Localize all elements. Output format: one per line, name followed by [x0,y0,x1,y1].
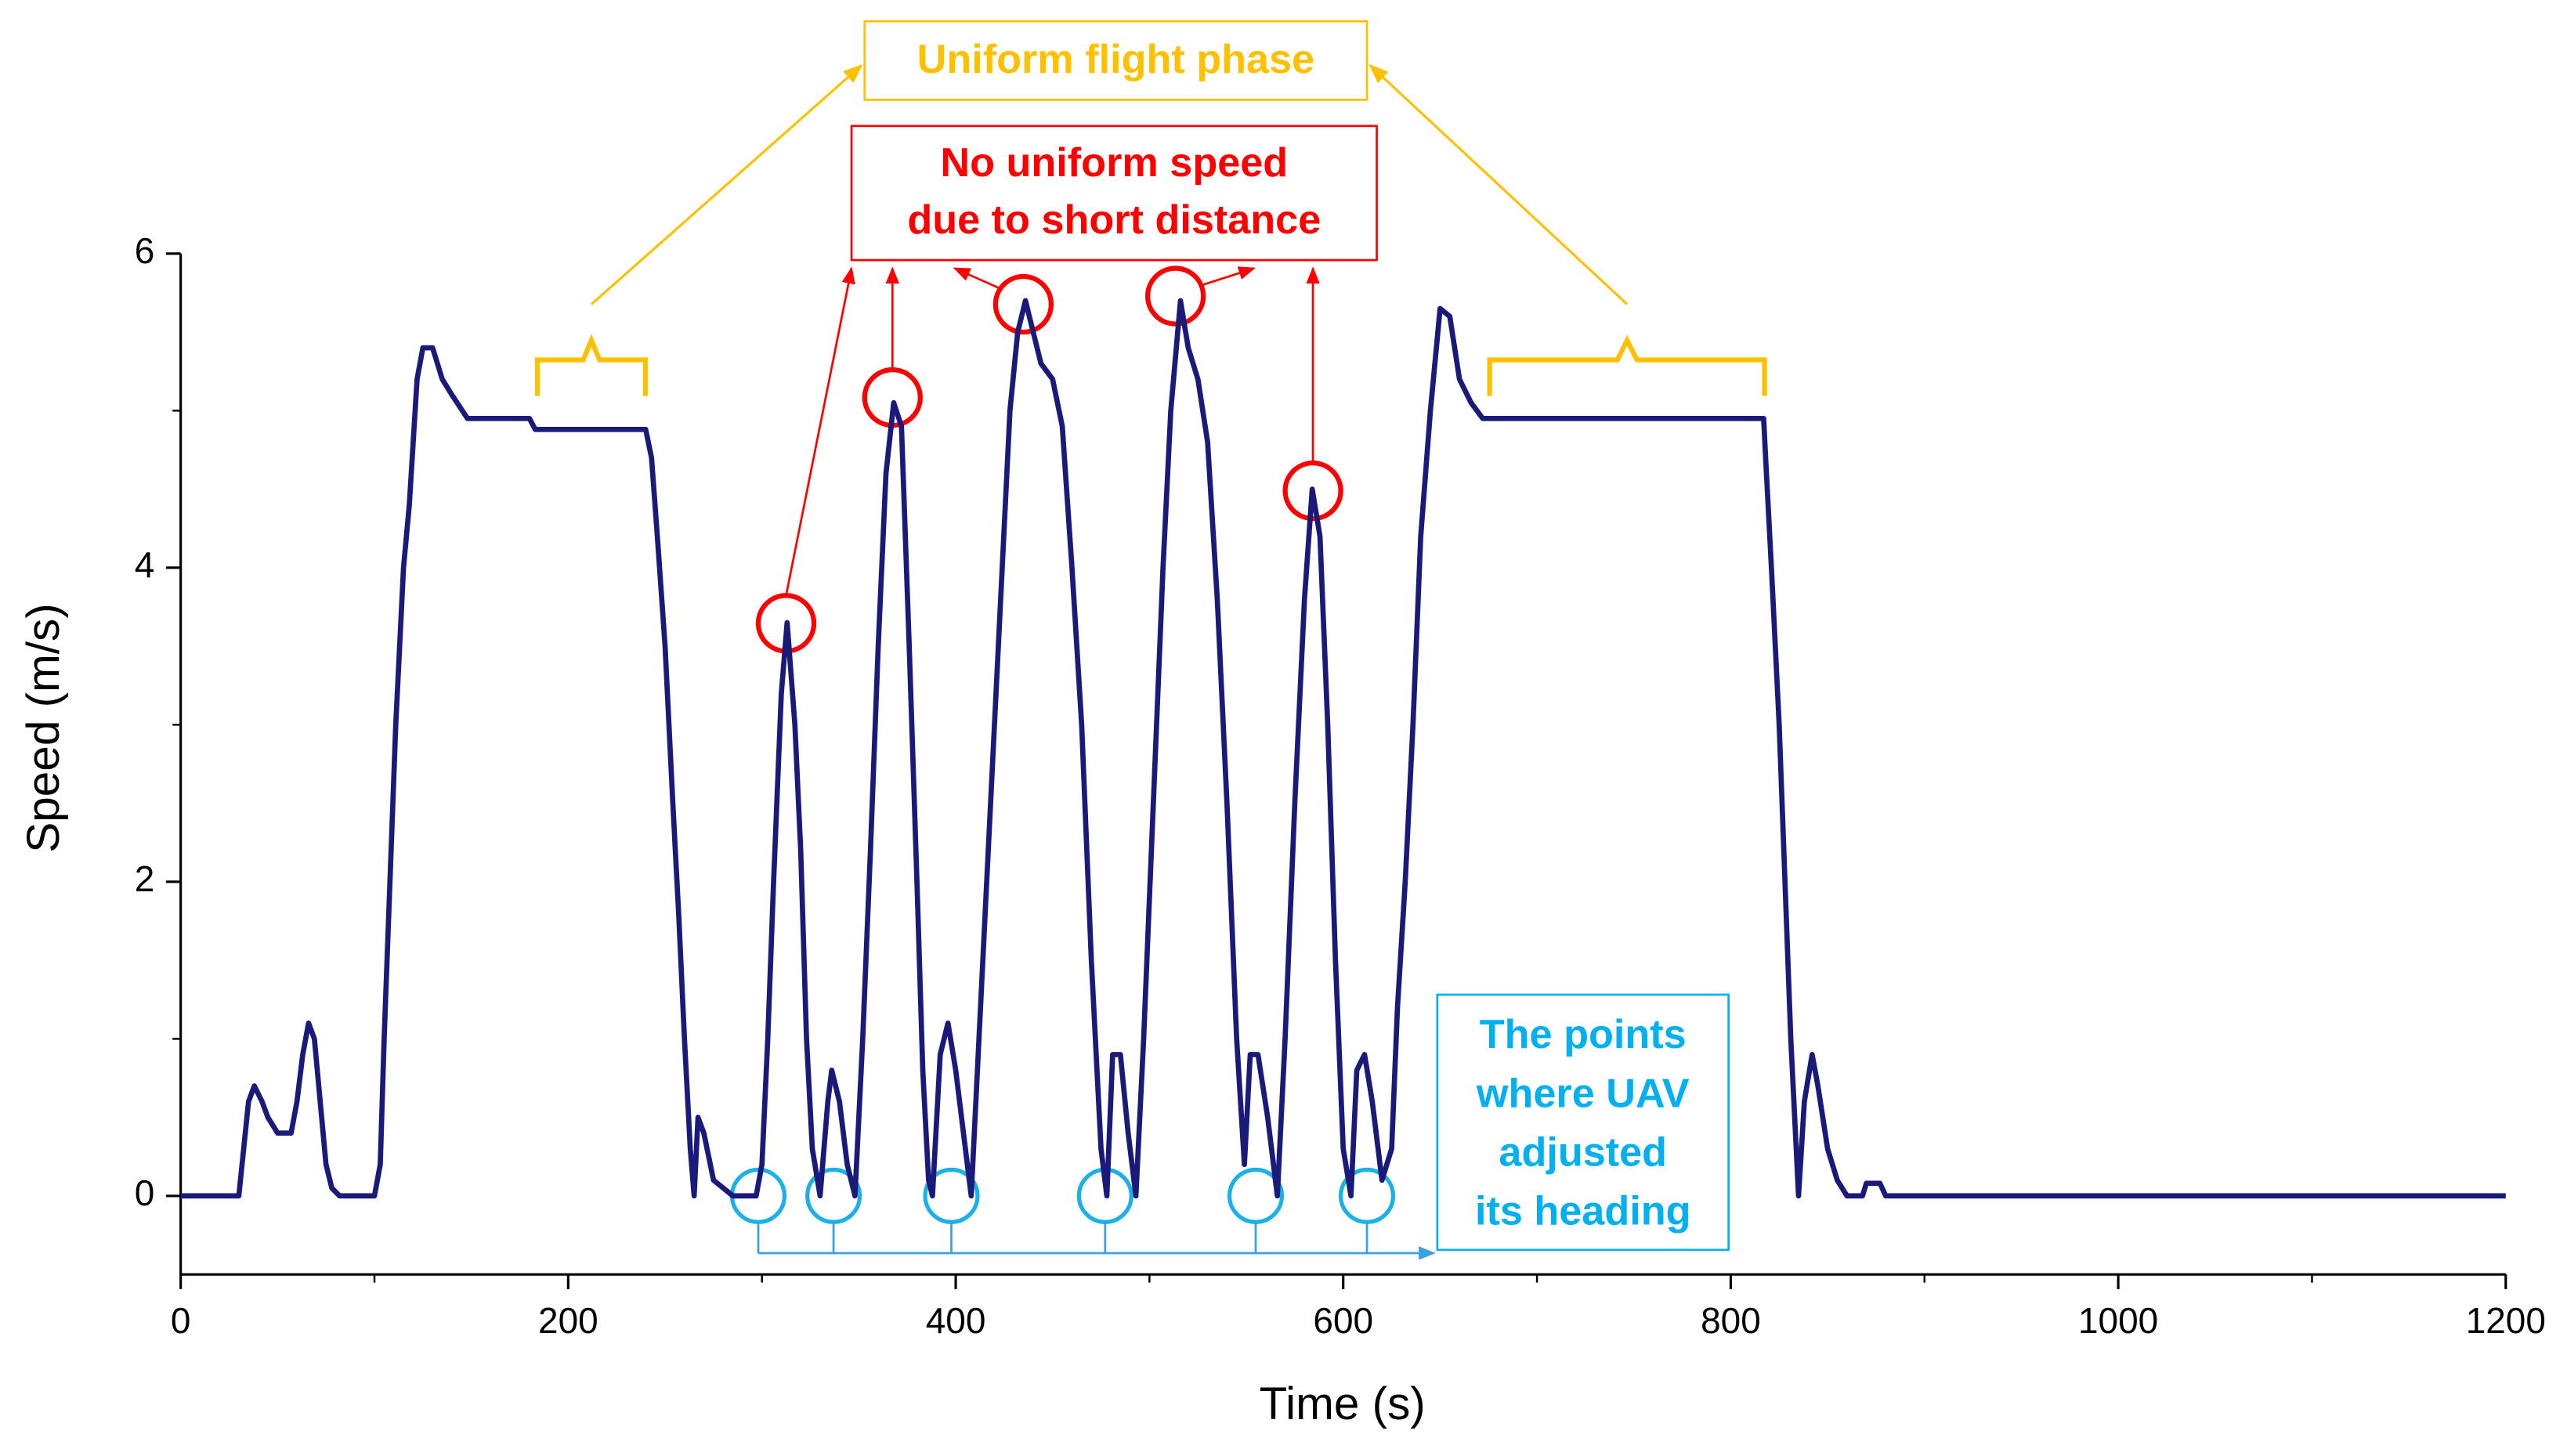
annotation-box [863,20,1368,101]
heading-bracket [757,1222,1436,1260]
arrow [590,63,863,305]
annotation-text: due to short distance [907,197,1321,243]
y-tick-label: 0 [135,1172,155,1213]
red-arrows [785,266,1320,596]
circle [1144,266,1206,327]
arrow [785,266,855,596]
annotation-text: its heading [1475,1189,1691,1234]
annotation-text: adjusted [1499,1129,1667,1175]
highlight-circles [755,266,1343,654]
x-axis-label: Time (s) [1260,1378,1426,1429]
annotation-text: The points [1480,1012,1687,1057]
arrow [1202,266,1256,286]
y-tick-label: 2 [135,858,155,899]
y-tick-label: 4 [135,544,155,585]
circle [992,273,1054,335]
y-axis-label: Speed (m/s) [18,603,69,852]
x-tick-label: 600 [1313,1300,1373,1341]
brace [1487,334,1767,396]
x-tick-label: 1200 [2466,1300,2546,1341]
x-tick-label: 200 [538,1300,598,1341]
x-tick-label: 800 [1701,1300,1761,1341]
x-tick-label: 400 [926,1300,986,1341]
annotation-box [850,125,1378,262]
annotation-text: No uniform speed [940,140,1288,186]
speed-line [180,298,2506,1199]
arrow [1368,63,1629,305]
x-tick-label: 1000 [2078,1300,2158,1341]
annotation-text: Uniform flight phase [917,37,1315,82]
brace [534,334,649,396]
x-tick-label: 0 [171,1300,191,1341]
y-tick-label: 6 [135,230,155,271]
annotation-text: where UAV [1476,1071,1690,1116]
heading-circles [729,1167,1396,1224]
annotation-box [1436,993,1730,1252]
arrow [953,267,1000,289]
